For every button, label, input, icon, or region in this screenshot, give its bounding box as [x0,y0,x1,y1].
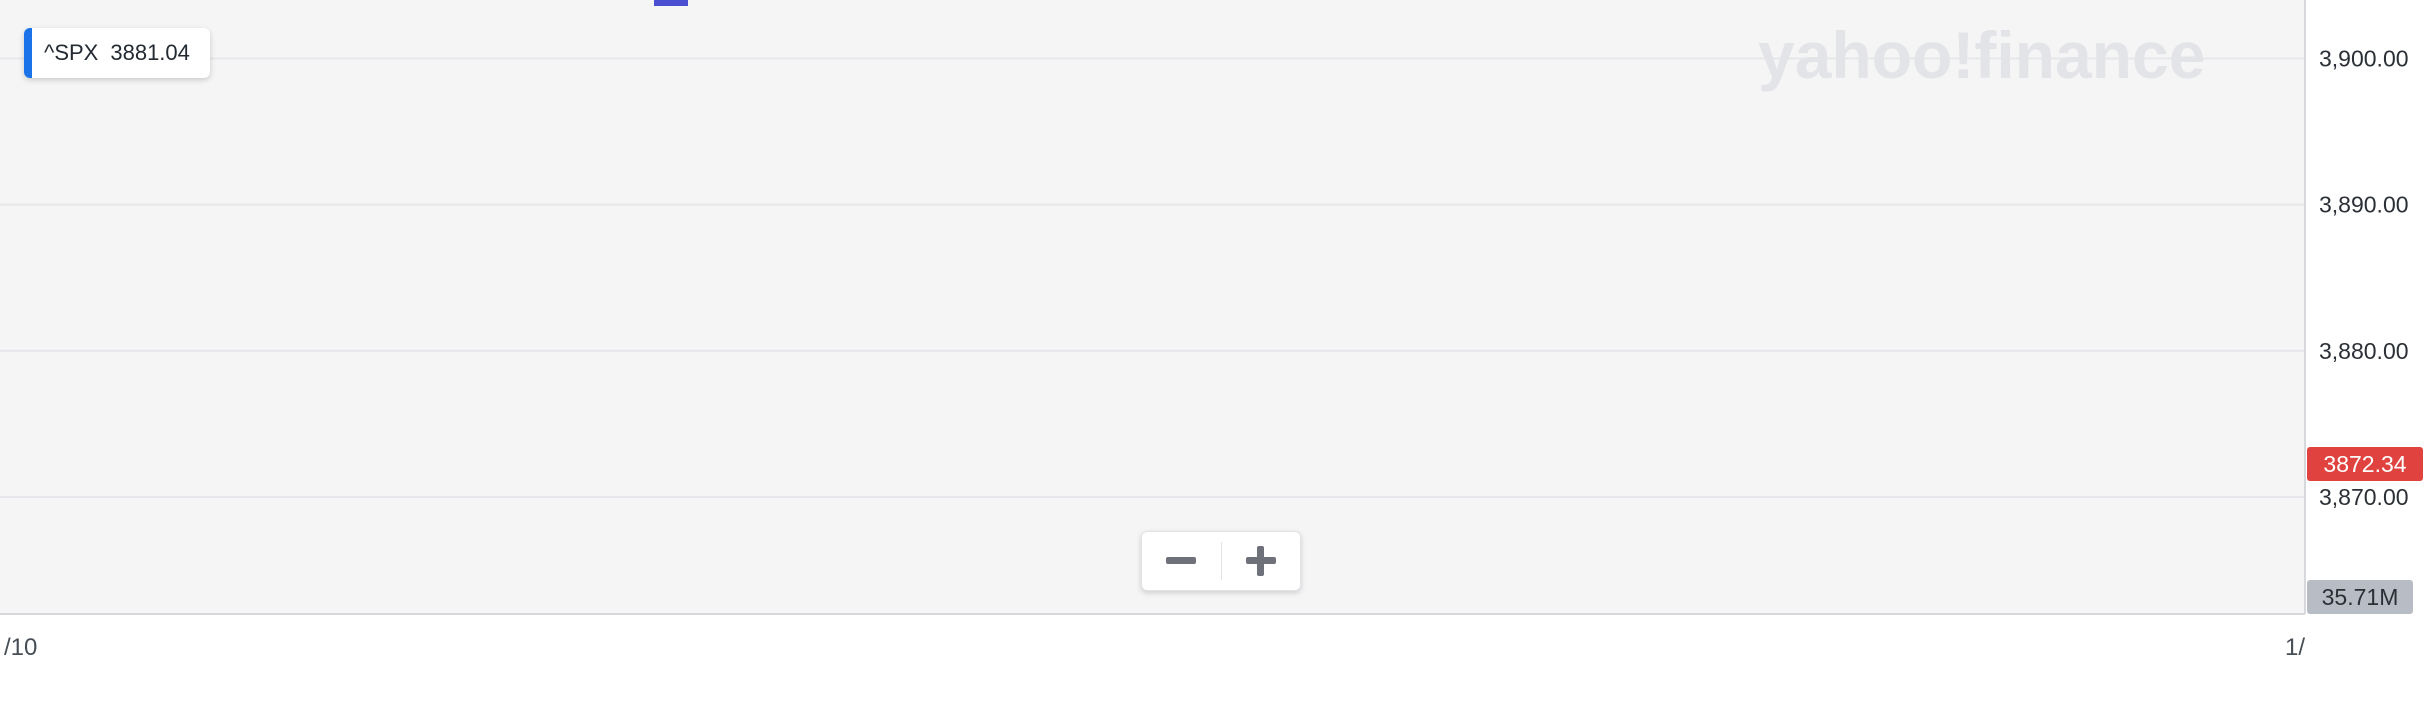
zoom-separator [1220,542,1222,580]
zoom-out-button[interactable] [1142,532,1221,590]
price-gridlines [0,57,2305,499]
y-tick-label: 3,900.00 [2319,45,2409,71]
symbol-price: 3881.04 [110,40,190,65]
y-tick-label: 3,870.00 [2319,484,2409,510]
plus-icon [1245,546,1276,576]
time-band [0,0,2305,614]
symbol-chip[interactable]: ^SPX 3881.04 [24,28,210,78]
volume-tag: 35.71M [2307,580,2413,614]
symbol-ticker: ^SPX [44,40,99,65]
x-axis-ticks: /1010:00 am10:30 am11:00 am11:30 am12:00… [4,634,2305,661]
y-tick-label: 3,890.00 [2319,192,2409,218]
yahoo-finance-watermark: yahoo!finance [1758,18,2205,92]
time-bands [0,0,2305,614]
minus-icon [1166,557,1197,564]
range-marker [654,0,688,6]
y-tick-label: 3,880.00 [2319,338,2409,364]
x-tick-label: 1/ [2285,634,2305,661]
y-axis-ticks: 3,870.00 3,880.00 3,890.00 3,900.00 [2319,45,2409,510]
current-price-tag: 3872.34 [2307,447,2423,481]
zoom-control [1141,531,1301,591]
symbol-accent [24,28,32,78]
x-tick-label: /10 [4,634,37,661]
zoom-in-button[interactable] [1222,532,1301,590]
